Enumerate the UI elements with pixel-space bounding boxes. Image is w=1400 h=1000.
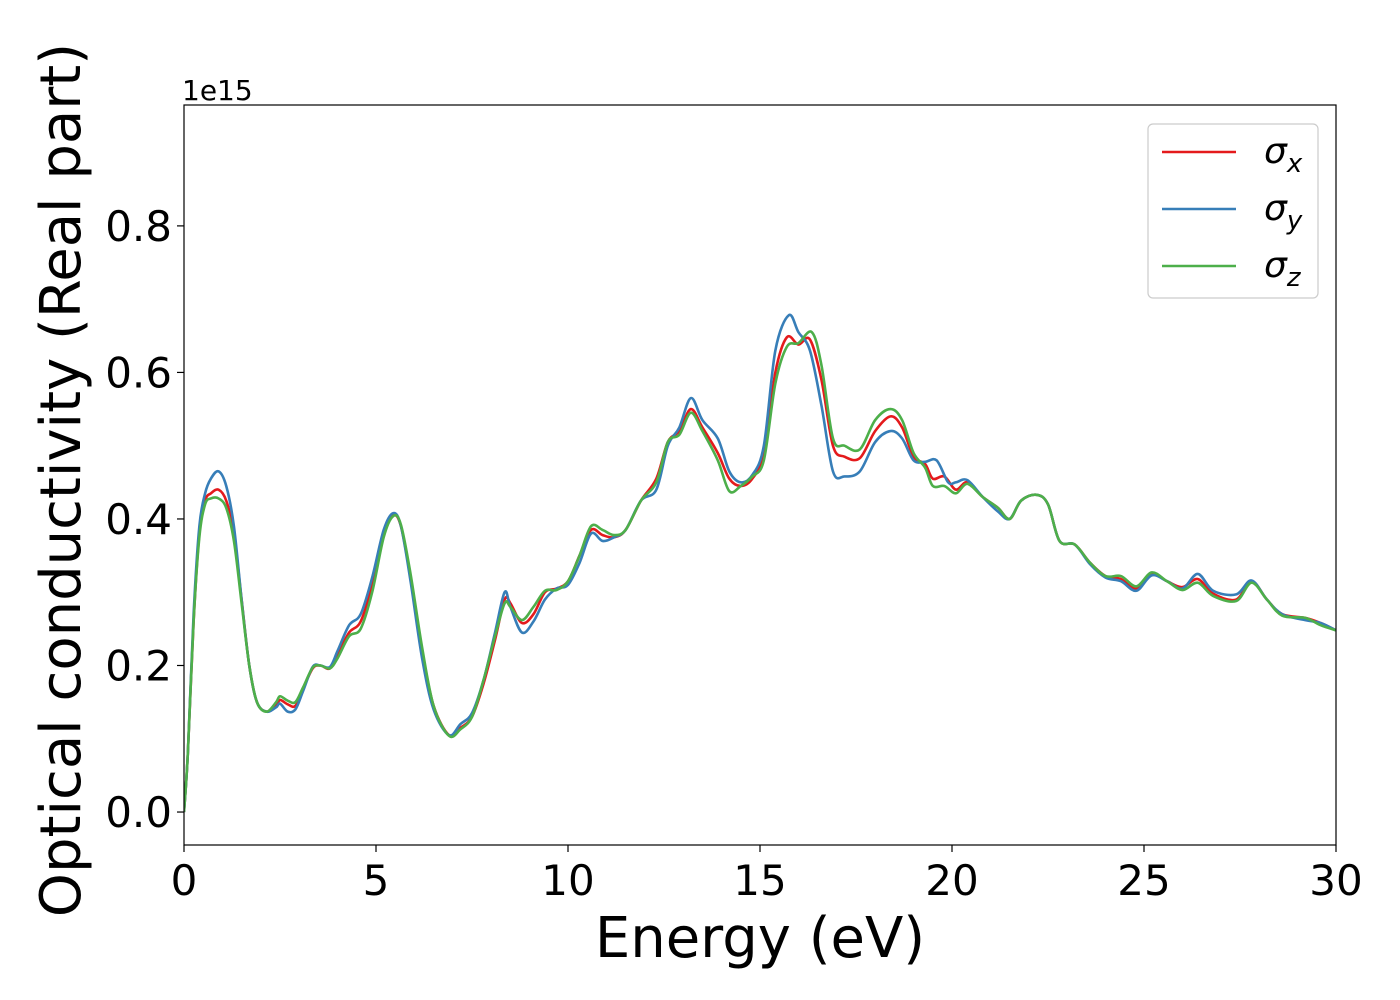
y-tick-label: 0.2 [105, 641, 172, 690]
y-axis-label: Optical conductivity (Real part) [29, 43, 94, 917]
series-line-sigma-z [184, 330, 1336, 813]
series-line-sigma-x [184, 334, 1336, 813]
legend: σx σy σz [1147, 123, 1319, 299]
legend-label: σy [1264, 188, 1303, 236]
x-tick-label: 15 [733, 856, 786, 905]
x-tick-label: 25 [1117, 856, 1170, 905]
x-tick-label: 10 [541, 856, 594, 905]
y-tick-label: 0.6 [105, 348, 172, 397]
series-line-sigma-y [184, 313, 1336, 813]
legend-label: σz [1264, 245, 1302, 293]
x-axis: 0 5 10 15 20 25 30 [171, 845, 1363, 905]
y-tick-label: 0.4 [105, 495, 172, 544]
y-offset-label: 1e15 [182, 74, 253, 107]
x-tick-label: 0 [171, 856, 198, 905]
y-tick-label: 0.8 [105, 202, 172, 251]
y-axis: 0.0 0.2 0.4 0.6 0.8 [105, 202, 184, 837]
x-tick-label: 30 [1309, 856, 1362, 905]
legend-box [1147, 123, 1319, 299]
x-axis-label: Energy (eV) [595, 906, 925, 971]
series-layer [184, 313, 1336, 813]
y-tick-label: 0.0 [105, 788, 172, 837]
x-tick-label: 20 [925, 856, 978, 905]
x-tick-label: 5 [363, 856, 390, 905]
legend-label: σx [1264, 131, 1303, 179]
